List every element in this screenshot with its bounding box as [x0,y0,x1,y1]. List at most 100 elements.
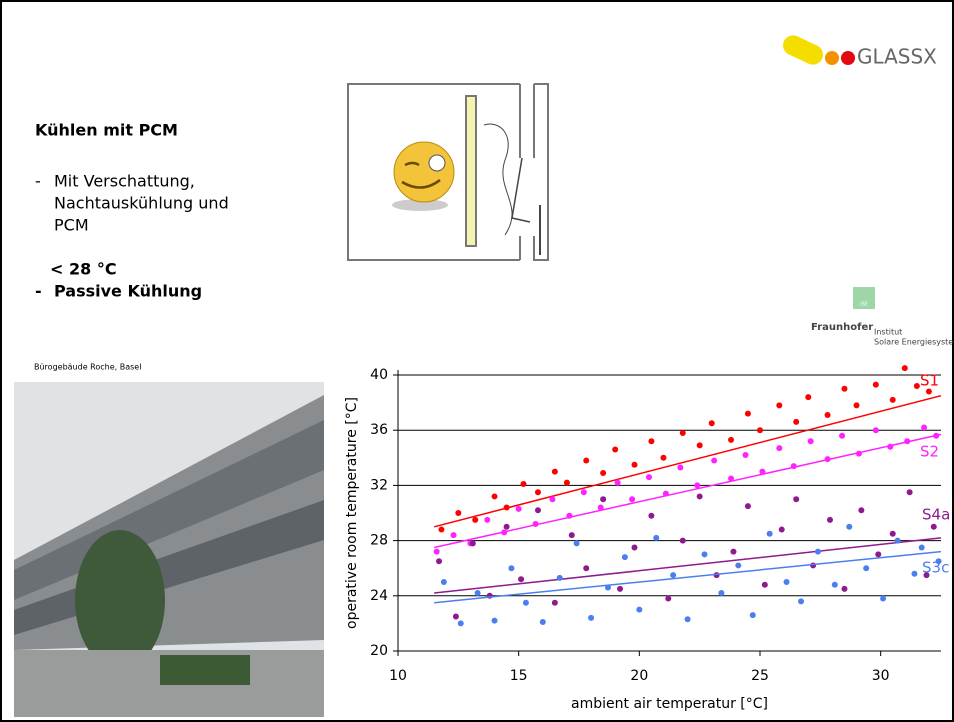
limit-text: < 28 °C [50,260,117,279]
x-tick-label: 20 [630,668,648,684]
logo-dot [841,51,855,65]
bullet-text: Nachtauskühlung und [54,194,229,213]
trend-line [434,537,942,594]
point [735,562,742,569]
y-tick-label: 32 [370,477,388,493]
point [728,436,735,443]
point [491,617,498,624]
point [440,579,447,585]
point [930,523,937,530]
point [831,581,838,588]
point [614,479,621,486]
point [503,523,510,530]
point [913,383,920,390]
point [645,474,652,481]
bullet-marker: - [35,172,41,191]
point [660,454,667,461]
building-photo [14,382,324,717]
logo-text: Solare Energiesystem [874,338,954,347]
point [923,572,930,579]
point [455,510,462,516]
point [629,496,636,503]
point [600,496,607,503]
point [807,438,814,445]
point [935,558,942,565]
point [805,394,812,401]
point [679,429,686,436]
point [665,595,672,602]
point [824,412,831,419]
point [573,540,580,547]
point [872,381,879,388]
x-tick-label: 10 [389,668,407,684]
point [846,523,853,530]
point [518,576,525,583]
point [551,468,558,475]
point [474,590,481,597]
x-tick-label: 30 [872,668,890,684]
point [612,446,619,453]
point [925,388,932,395]
point [696,493,703,500]
photo-caption: Bürogebäude Roche, Basel [34,363,141,372]
point [580,489,587,496]
series-label: S1 [920,372,939,390]
point [798,598,805,605]
y-tick-label: 36 [370,422,388,438]
point [491,493,498,500]
room-diagram [347,83,549,261]
series-label: S2 [920,443,939,461]
logo-text: ISE [860,302,868,308]
point [534,489,541,496]
point [457,620,464,627]
point [778,526,785,533]
point [889,530,896,537]
smiley-face [401,161,441,189]
point [826,516,833,523]
point [742,452,749,459]
trend-line [434,550,942,604]
trend-line [434,433,942,549]
point [880,595,887,602]
point [438,526,445,533]
point [670,572,677,579]
smiley-eye [428,154,446,172]
x-axis-label: ambient air temperatur [°C] [571,696,768,712]
point [515,505,522,512]
logo-shape [783,35,823,65]
point [730,548,737,555]
point [617,585,624,592]
point [761,581,768,588]
bullet-text: Mit Verschattung, [54,172,195,191]
point [918,544,925,551]
bullet-marker: - [35,282,42,301]
y-tick-label: 24 [370,588,388,604]
point [757,427,763,434]
point [872,427,879,434]
point [631,544,638,551]
point [568,532,575,539]
point [889,396,896,403]
point [744,503,751,510]
point [841,585,848,592]
point [793,496,800,503]
y-tick-label: 28 [370,533,388,549]
point [588,614,595,621]
point [793,418,800,425]
point [694,482,701,489]
point [679,537,686,544]
series-label: S3c [922,559,949,577]
point [711,457,718,464]
bullet-text: PCM [54,216,89,235]
point [684,616,691,623]
point [508,565,515,572]
point [839,432,846,439]
point [901,365,908,372]
point [841,385,848,392]
logo-text: Fraunhofer [811,322,873,333]
logo-square [853,287,875,309]
point [701,551,708,558]
point [875,551,882,558]
point [472,516,479,523]
point [759,468,766,475]
